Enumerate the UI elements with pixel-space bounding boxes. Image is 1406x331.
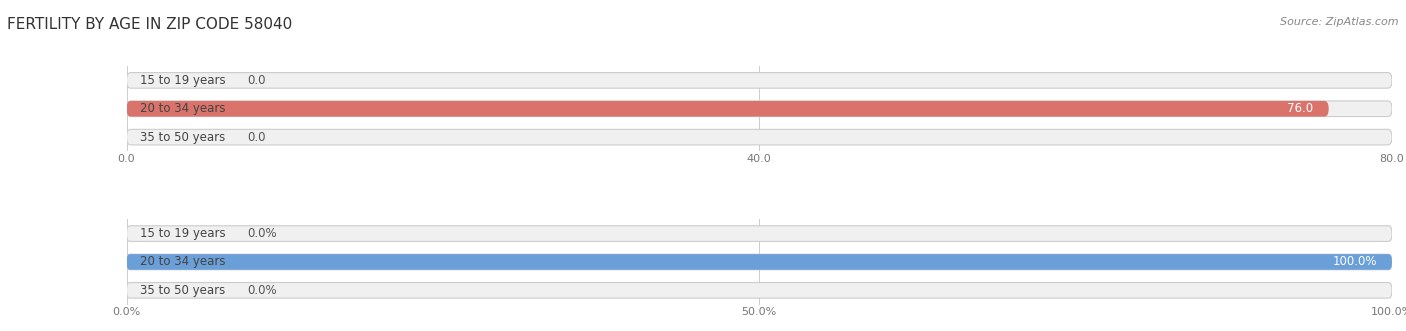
Text: 15 to 19 years: 15 to 19 years (141, 74, 226, 87)
FancyBboxPatch shape (127, 283, 1392, 298)
FancyBboxPatch shape (127, 129, 1392, 145)
Text: 100.0%: 100.0% (1333, 256, 1376, 268)
Text: 35 to 50 years: 35 to 50 years (141, 131, 226, 144)
Text: Source: ZipAtlas.com: Source: ZipAtlas.com (1281, 17, 1399, 26)
FancyBboxPatch shape (127, 72, 1392, 88)
FancyBboxPatch shape (127, 101, 1329, 117)
Text: 0.0: 0.0 (247, 131, 266, 144)
Text: 35 to 50 years: 35 to 50 years (141, 284, 226, 297)
FancyBboxPatch shape (127, 254, 1392, 270)
Text: 20 to 34 years: 20 to 34 years (141, 102, 226, 115)
Text: 0.0: 0.0 (247, 74, 266, 87)
Text: 76.0: 76.0 (1288, 102, 1313, 115)
Text: 0.0%: 0.0% (247, 284, 277, 297)
FancyBboxPatch shape (127, 226, 1392, 241)
FancyBboxPatch shape (127, 254, 1392, 270)
FancyBboxPatch shape (127, 101, 1392, 117)
Text: FERTILITY BY AGE IN ZIP CODE 58040: FERTILITY BY AGE IN ZIP CODE 58040 (7, 17, 292, 31)
Text: 20 to 34 years: 20 to 34 years (141, 256, 226, 268)
Text: 15 to 19 years: 15 to 19 years (141, 227, 226, 240)
Text: 0.0%: 0.0% (247, 227, 277, 240)
